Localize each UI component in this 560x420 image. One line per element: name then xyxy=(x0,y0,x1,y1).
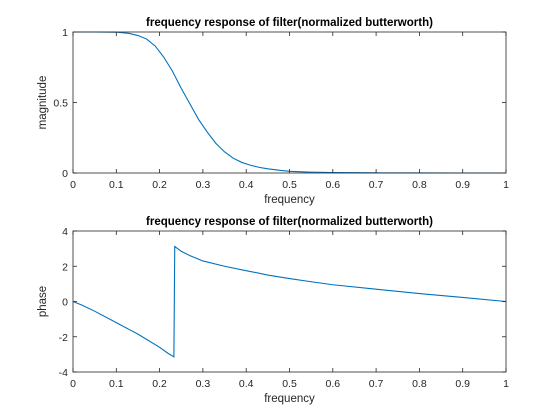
axes-frame xyxy=(72,230,507,373)
x-tick-label: 0.2 xyxy=(152,179,167,191)
axes-frame xyxy=(72,31,507,174)
x-axis-label: frequency xyxy=(264,393,315,405)
y-tick-label: 0 xyxy=(62,297,68,309)
x-tick-label: 0.8 xyxy=(412,179,427,191)
x-tick-label: 0.7 xyxy=(369,179,384,191)
x-tick-label: 0.9 xyxy=(455,378,470,390)
x-tick-label: 0.7 xyxy=(369,378,384,390)
x-tick-label: 0.8 xyxy=(412,378,427,390)
y-tick-label: 0.5 xyxy=(53,98,68,110)
y-tick-label: 0 xyxy=(62,168,68,180)
chart-title: frequency response of filter(normalized … xyxy=(146,216,433,228)
x-tick-label: 0.9 xyxy=(455,179,470,191)
y-tick-label: 1 xyxy=(62,27,68,39)
x-tick-label: 0.4 xyxy=(239,378,254,390)
x-tick-label: 0.5 xyxy=(282,378,297,390)
chart-title: frequency response of filter(normalized … xyxy=(146,17,433,29)
y-axis-label: phase xyxy=(37,286,49,317)
x-tick-label: 0.2 xyxy=(152,378,167,390)
x-tick-label: 0.4 xyxy=(239,179,254,191)
x-axis-label: frequency xyxy=(264,194,315,206)
y-tick-label: 4 xyxy=(62,226,68,238)
y-tick-label: 2 xyxy=(62,261,68,273)
series-line xyxy=(73,31,507,174)
x-tick-label: 0.1 xyxy=(109,179,124,191)
chart-1: 0 0.1 0.2 0.3 0.4 0.5 0.6 0.7 0.8 0.9 1 0 0.5 1 freque… xyxy=(37,17,509,206)
x-tick-label: 0.3 xyxy=(196,378,211,390)
y-axis-label: magnitude xyxy=(37,76,49,130)
x-tick-label: 0 xyxy=(70,179,76,191)
x-tick-label: 0.6 xyxy=(325,378,340,390)
x-tick-label: 0.6 xyxy=(325,179,340,191)
x-tick-label: 1 xyxy=(503,179,509,191)
y-tick-label: -2 xyxy=(59,332,68,344)
series-line xyxy=(72,245,507,358)
x-tick-label: 1 xyxy=(503,378,509,390)
y-tick-label: -4 xyxy=(59,367,68,379)
x-tick-label: 0 xyxy=(70,378,76,390)
x-tick-label: 0.5 xyxy=(282,179,297,191)
x-tick-label: 0.3 xyxy=(196,179,211,191)
x-tick-label: 0.1 xyxy=(109,378,124,390)
chart-2: 0 0.1 0.2 0.3 0.4 0.5 0.6 0.7 0.8 0.9 1 -4 -2 0 2 4 freq… xyxy=(37,216,509,405)
